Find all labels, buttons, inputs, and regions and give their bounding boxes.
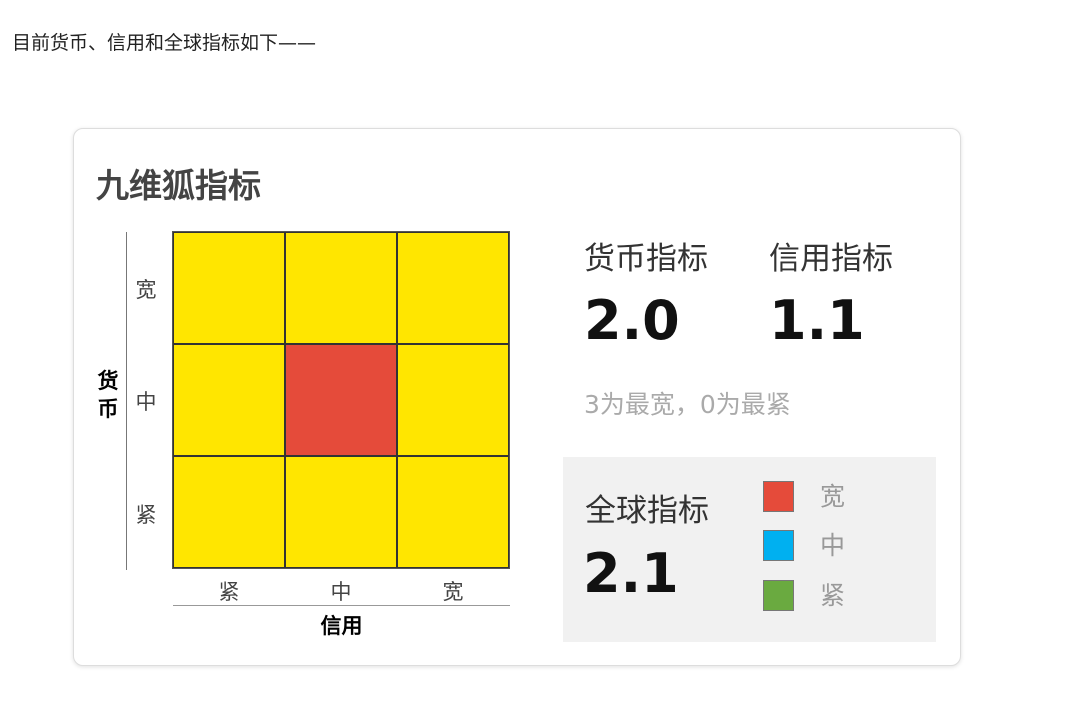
intro-text: 目前货币、信用和全球指标如下—— [12,32,317,54]
y-tick: 中 [135,390,157,414]
matrix-cell [173,232,285,344]
credit-indicator-value: 1.1 [769,289,865,352]
matrix-cell [397,344,509,456]
global-indicator-panel: 全球指标 2.1 宽 中 紧 [563,457,936,642]
x-axis-line [173,605,510,606]
y-axis-line [126,232,127,570]
legend-swatch-tight [763,580,794,611]
x-tick: 宽 [442,580,464,604]
y-axis-label: 货币 [97,369,119,421]
credit-indicator-label: 信用指标 [769,241,893,277]
legend-label: 宽 [820,482,846,511]
x-tick: 紧 [218,580,240,604]
y-tick: 宽 [135,278,157,302]
money-indicator-label: 货币指标 [584,241,708,277]
scale-note: 3为最宽，0为最紧 [584,390,791,419]
card-title: 九维狐指标 [96,166,261,205]
y-tick: 紧 [135,503,157,527]
matrix-cell [285,456,397,568]
matrix-cell [397,232,509,344]
global-indicator-label: 全球指标 [585,493,709,529]
legend-swatch-medium [763,530,794,561]
legend-label: 紧 [820,581,846,610]
nine-grid-matrix [172,231,510,569]
matrix-cell [173,344,285,456]
indicator-card: 九维狐指标 货币 宽 中 紧 紧 中 宽 信用 货币指标 2.0 信用指标 1.… [73,128,961,666]
global-indicator-value: 2.1 [583,542,679,605]
matrix-cell [173,456,285,568]
legend-label: 中 [820,531,846,560]
x-tick: 中 [330,580,352,604]
x-axis-label: 信用 [320,614,363,638]
legend-swatch-wide [763,481,794,512]
matrix-cell [397,456,509,568]
matrix-cell [285,232,397,344]
money-indicator-value: 2.0 [584,289,680,352]
matrix-cell [285,344,397,456]
